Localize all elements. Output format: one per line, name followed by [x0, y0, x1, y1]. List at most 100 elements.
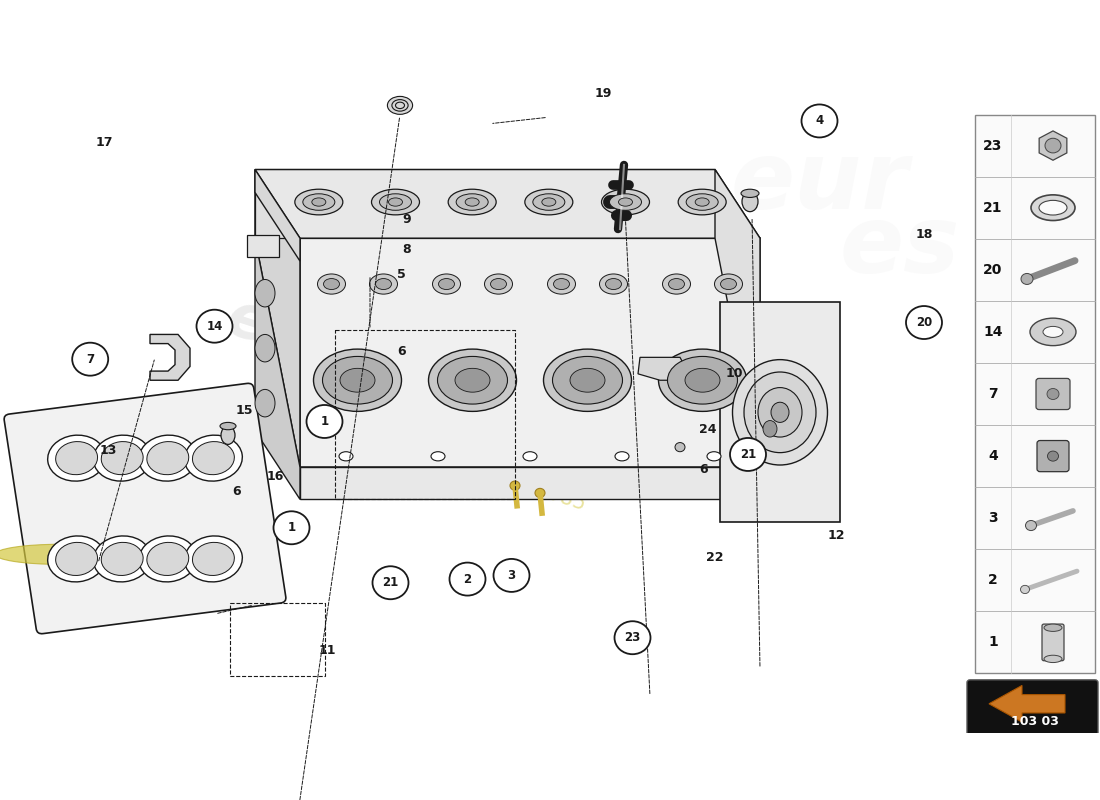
Ellipse shape — [56, 542, 98, 575]
Ellipse shape — [491, 278, 506, 290]
Ellipse shape — [372, 190, 419, 215]
Ellipse shape — [679, 190, 726, 215]
Text: 2: 2 — [463, 573, 472, 586]
Text: 13: 13 — [99, 444, 117, 458]
Ellipse shape — [609, 194, 641, 210]
Ellipse shape — [139, 435, 197, 481]
Text: 3: 3 — [507, 569, 516, 582]
Ellipse shape — [742, 191, 758, 212]
FancyBboxPatch shape — [4, 383, 286, 634]
Ellipse shape — [1030, 318, 1076, 346]
Ellipse shape — [255, 334, 275, 362]
Ellipse shape — [602, 190, 649, 215]
Ellipse shape — [185, 435, 242, 481]
Ellipse shape — [255, 390, 275, 417]
FancyBboxPatch shape — [1042, 624, 1064, 661]
Ellipse shape — [47, 536, 106, 582]
Ellipse shape — [771, 402, 789, 422]
Ellipse shape — [618, 198, 632, 206]
Ellipse shape — [0, 544, 125, 565]
Circle shape — [730, 438, 766, 471]
FancyBboxPatch shape — [975, 114, 1094, 674]
Ellipse shape — [432, 274, 461, 294]
Polygon shape — [989, 686, 1065, 722]
Ellipse shape — [387, 96, 412, 114]
Ellipse shape — [221, 426, 235, 444]
Ellipse shape — [379, 194, 411, 210]
FancyBboxPatch shape — [967, 680, 1098, 736]
Ellipse shape — [388, 198, 403, 206]
Text: 17: 17 — [96, 137, 113, 150]
Ellipse shape — [741, 190, 759, 198]
Text: eurocarparts: eurocarparts — [219, 288, 661, 482]
Polygon shape — [255, 238, 300, 499]
Text: 1: 1 — [988, 635, 998, 650]
Text: 21: 21 — [983, 201, 1003, 214]
Ellipse shape — [1047, 451, 1058, 461]
Ellipse shape — [101, 542, 143, 575]
Text: 14: 14 — [983, 325, 1003, 339]
Circle shape — [73, 342, 108, 376]
Ellipse shape — [139, 536, 197, 582]
Ellipse shape — [101, 442, 143, 474]
Circle shape — [906, 306, 942, 339]
Text: 11: 11 — [319, 644, 337, 657]
Text: 16: 16 — [266, 470, 284, 483]
Circle shape — [1045, 138, 1062, 153]
Text: 12: 12 — [827, 529, 845, 542]
Text: 4: 4 — [988, 449, 998, 463]
Text: 21: 21 — [383, 576, 398, 590]
Text: 22: 22 — [706, 550, 724, 563]
Text: 1: 1 — [320, 415, 329, 428]
FancyBboxPatch shape — [1036, 378, 1070, 410]
Circle shape — [274, 511, 309, 544]
Ellipse shape — [94, 435, 151, 481]
Text: 18: 18 — [915, 228, 933, 241]
Ellipse shape — [1044, 655, 1061, 662]
Ellipse shape — [1021, 274, 1033, 285]
Text: 6: 6 — [232, 485, 241, 498]
Polygon shape — [255, 170, 760, 238]
Circle shape — [450, 562, 485, 595]
Ellipse shape — [255, 279, 275, 307]
Text: 21: 21 — [740, 448, 756, 461]
Ellipse shape — [147, 442, 189, 474]
Ellipse shape — [375, 278, 392, 290]
Ellipse shape — [438, 357, 507, 404]
Ellipse shape — [439, 278, 454, 290]
Text: 23: 23 — [625, 631, 640, 644]
Text: 2: 2 — [988, 574, 998, 587]
Ellipse shape — [542, 198, 556, 206]
Ellipse shape — [429, 349, 517, 411]
Ellipse shape — [707, 452, 721, 461]
Ellipse shape — [56, 442, 98, 474]
Text: 15: 15 — [235, 404, 253, 417]
Circle shape — [307, 405, 342, 438]
Text: 5: 5 — [397, 268, 406, 282]
Ellipse shape — [695, 198, 710, 206]
Ellipse shape — [147, 542, 189, 575]
Text: 23: 23 — [983, 138, 1003, 153]
Ellipse shape — [1031, 195, 1075, 221]
Text: 20: 20 — [983, 262, 1003, 277]
Text: 8: 8 — [403, 242, 411, 256]
Ellipse shape — [715, 274, 742, 294]
Text: 103 03: 103 03 — [1011, 715, 1059, 729]
Ellipse shape — [322, 357, 393, 404]
Polygon shape — [150, 334, 190, 380]
Text: eur: eur — [732, 138, 909, 230]
Ellipse shape — [532, 194, 564, 210]
Circle shape — [197, 310, 232, 342]
Ellipse shape — [185, 536, 242, 582]
Text: 10: 10 — [726, 367, 744, 380]
Ellipse shape — [615, 452, 629, 461]
Circle shape — [615, 622, 650, 654]
Ellipse shape — [484, 274, 513, 294]
Text: 1: 1 — [287, 522, 296, 534]
Ellipse shape — [605, 278, 621, 290]
Ellipse shape — [448, 190, 496, 215]
Ellipse shape — [548, 274, 575, 294]
Text: 19: 19 — [594, 87, 612, 100]
Polygon shape — [720, 302, 840, 522]
Text: 14: 14 — [207, 320, 222, 333]
